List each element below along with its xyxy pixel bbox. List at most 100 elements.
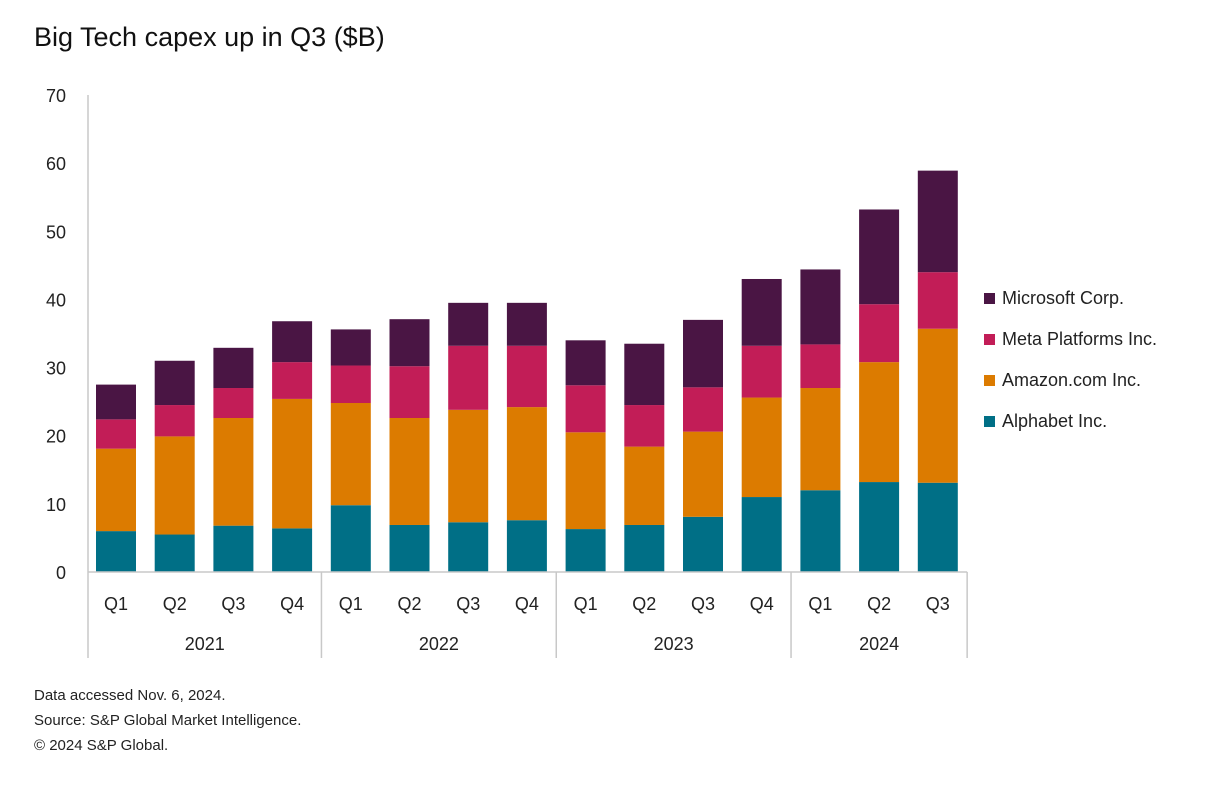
bar-segment-amazon-com-inc: [448, 409, 489, 523]
footer-source: Source: S&P Global Market Intelligence.: [34, 712, 302, 729]
bar-segment-alphabet-inc: [448, 522, 489, 572]
bar-segment-alphabet-inc: [330, 505, 371, 572]
x-tick-label: Q1: [339, 594, 363, 614]
bar-segment-alphabet-inc: [917, 482, 958, 572]
bar-segment-microsoft-corp: [565, 340, 606, 386]
bar-segment-alphabet-inc: [859, 482, 900, 572]
bar-segment-alphabet-inc: [683, 516, 723, 572]
bar-segment-alphabet-inc: [506, 520, 547, 572]
y-tick-label: 20: [46, 427, 66, 447]
bar-segment-alphabet-inc: [272, 528, 313, 572]
bar-segment-alphabet-inc: [389, 524, 430, 572]
bar-segment-microsoft-corp: [741, 278, 782, 346]
bar-segment-amazon-com-inc: [213, 417, 254, 526]
legend-swatch-amazon: [984, 374, 995, 386]
y-axis: 0 10 20 30 40 50 60 70: [46, 86, 89, 583]
bar-segment-amazon-com-inc: [565, 432, 606, 530]
bar-segment-amazon-com-inc: [272, 398, 313, 529]
bar-segment-alphabet-inc: [741, 497, 782, 572]
x-tick-label: Q1: [574, 594, 598, 614]
bar-segment-meta-platforms-inc: [683, 387, 723, 432]
legend: Microsoft Corp. Meta Platforms Inc. Amaz…: [984, 288, 1157, 452]
legend-label-alphabet: Alphabet Inc.: [1002, 410, 1108, 431]
x-tick-label: Q2: [397, 594, 421, 614]
bar-segment-meta-platforms-inc: [741, 345, 782, 398]
x-group-label: 2024: [859, 634, 899, 654]
y-tick-label: 30: [46, 359, 66, 379]
x-tick-label: Q2: [632, 594, 656, 614]
legend-swatch-microsoft: [984, 292, 995, 304]
y-tick-label: 60: [46, 154, 66, 174]
bar-segment-meta-platforms-inc: [154, 405, 195, 437]
bar-segment-meta-platforms-inc: [213, 388, 254, 418]
bar-segment-amazon-com-inc: [917, 328, 958, 483]
bar-segment-amazon-com-inc: [859, 362, 900, 483]
bar-segment-meta-platforms-inc: [800, 344, 841, 389]
bar-segment-alphabet-inc: [624, 524, 665, 572]
bars: [96, 170, 958, 572]
bar-segment-meta-platforms-inc: [917, 272, 958, 329]
footer-notes: Data accessed Nov. 6, 2024. Source: S&P …: [34, 683, 301, 758]
bar-segment-meta-platforms-inc: [624, 405, 665, 447]
bar-segment-amazon-com-inc: [96, 448, 136, 532]
legend-label-microsoft: Microsoft Corp.: [1002, 287, 1125, 308]
y-tick-label: 10: [46, 495, 66, 515]
x-tick-label: Q2: [867, 594, 891, 614]
x-tick-label: Q2: [163, 594, 187, 614]
bar-segment-alphabet-inc: [213, 525, 254, 572]
y-tick-label: 50: [46, 222, 66, 242]
x-axis: Q1 Q2 Q3 Q4 Q1 Q2 Q3 Q4 Q1 Q2 Q3 Q4 Q1 Q2 Q3 2021 2022 20…: [87, 571, 968, 658]
y-tick-label: 40: [46, 290, 66, 310]
bar-segment-microsoft-corp: [800, 269, 841, 345]
legend-item-microsoft: Microsoft Corp.: [984, 288, 1157, 308]
bar-segment-microsoft-corp: [330, 329, 371, 366]
bar-segment-microsoft-corp: [683, 319, 723, 388]
bar-segment-meta-platforms-inc: [506, 345, 547, 408]
x-tick-label: Q4: [750, 594, 774, 614]
bar-segment-microsoft-corp: [213, 347, 254, 389]
bar-segment-alphabet-inc: [565, 529, 606, 572]
bar-segment-microsoft-corp: [389, 319, 430, 367]
bar-segment-microsoft-corp: [154, 360, 195, 406]
bar-segment-amazon-com-inc: [154, 436, 195, 535]
x-tick-label: Q4: [280, 594, 304, 614]
x-tick-label: Q1: [808, 594, 832, 614]
x-group-label: 2021: [185, 634, 225, 654]
bar-segment-meta-platforms-inc: [565, 385, 606, 433]
bar-segment-microsoft-corp: [859, 209, 900, 305]
legend-item-amazon: Amazon.com Inc.: [984, 370, 1157, 390]
bar-segment-amazon-com-inc: [624, 446, 665, 525]
x-tick-label: Q3: [456, 594, 480, 614]
x-tick-label: Q3: [926, 594, 950, 614]
bar-segment-amazon-com-inc: [800, 388, 841, 491]
legend-item-alphabet: Alphabet Inc.: [984, 411, 1157, 431]
x-tick-label: Q1: [104, 594, 128, 614]
legend-item-meta: Meta Platforms Inc.: [984, 329, 1157, 349]
y-tick-label: 70: [46, 86, 66, 106]
bar-segment-amazon-com-inc: [741, 397, 782, 498]
bar-segment-amazon-com-inc: [506, 407, 547, 521]
bar-segment-microsoft-corp: [917, 170, 958, 273]
bar-segment-microsoft-corp: [624, 343, 665, 406]
bar-segment-meta-platforms-inc: [272, 362, 313, 399]
x-tick-label: Q4: [515, 594, 539, 614]
legend-swatch-alphabet: [984, 415, 995, 427]
bar-segment-alphabet-inc: [96, 531, 136, 572]
bar-segment-microsoft-corp: [448, 302, 489, 346]
bar-segment-meta-platforms-inc: [330, 365, 371, 404]
bar-segment-amazon-com-inc: [683, 431, 723, 517]
chart-title: Big Tech capex up in Q3 ($B): [34, 22, 385, 52]
bar-segment-meta-platforms-inc: [96, 419, 136, 449]
x-tick-label: Q3: [691, 594, 715, 614]
x-tick-label: Q3: [221, 594, 245, 614]
bar-segment-meta-platforms-inc: [859, 304, 900, 363]
bar-segment-meta-platforms-inc: [448, 345, 489, 410]
legend-label-meta: Meta Platforms Inc.: [1002, 328, 1158, 349]
bar-segment-alphabet-inc: [800, 490, 841, 572]
legend-swatch-meta: [984, 333, 995, 345]
x-group-label: 2022: [419, 634, 459, 654]
bar-segment-microsoft-corp: [506, 302, 547, 346]
bar-segment-amazon-com-inc: [330, 403, 371, 506]
bar-segment-amazon-com-inc: [389, 417, 430, 525]
